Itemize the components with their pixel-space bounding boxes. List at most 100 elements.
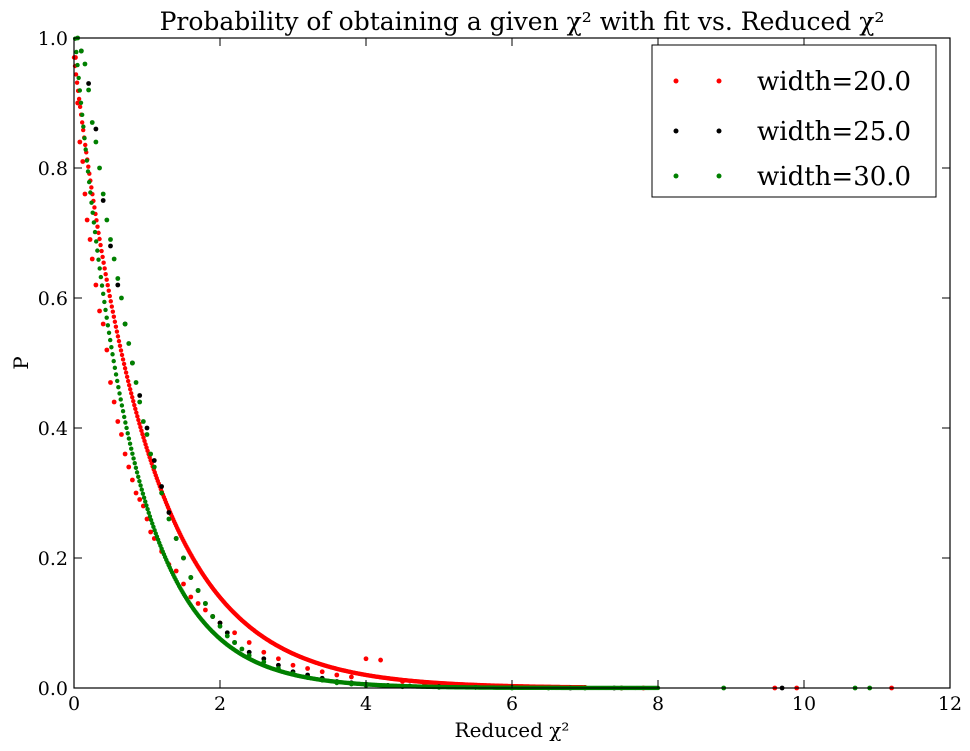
trend-point [139, 487, 144, 492]
trend-point [110, 352, 115, 357]
legend-marker [673, 78, 679, 84]
trend-point [144, 503, 149, 508]
data-point [137, 497, 143, 502]
data-point [111, 399, 117, 405]
data-point [75, 100, 81, 106]
data-point [130, 360, 135, 366]
trend-point [97, 236, 102, 242]
y-tick-label: 0.4 [38, 418, 68, 440]
trend-point [136, 474, 141, 480]
trend-point [124, 425, 129, 431]
data-point [319, 669, 325, 675]
data-point [261, 659, 267, 665]
trend-point [132, 402, 137, 408]
data-point [100, 321, 106, 327]
y-tick-label: 0.2 [38, 548, 68, 570]
trend-point [109, 304, 115, 309]
data-point [246, 653, 252, 658]
data-point [181, 555, 186, 561]
trend-point [136, 417, 141, 423]
data-point [82, 61, 88, 67]
data-point [319, 677, 325, 683]
trend-point [125, 431, 130, 436]
data-point [78, 48, 84, 54]
axis-ticks: 0 2 4 6 8 10 12 0.0 0.2 0.4 0.6 0.8 1.0 [38, 28, 962, 715]
trend-point [86, 179, 92, 185]
data-point [261, 649, 267, 655]
chart-title: Probability of obtaining a given χ² with… [160, 7, 885, 36]
trend-point [134, 470, 140, 475]
trend-point [88, 190, 93, 195]
trend-point [76, 96, 82, 102]
data-point [151, 458, 157, 463]
data-point [203, 601, 208, 606]
data-point [334, 672, 340, 678]
data-point [126, 341, 132, 346]
x-tick-label: 10 [792, 693, 816, 715]
trend-point [135, 414, 140, 419]
data-point [290, 671, 296, 677]
trend-point [115, 378, 120, 384]
trend-point [133, 406, 138, 412]
data-point [97, 308, 102, 314]
y-tick-label: 1.0 [38, 28, 68, 50]
data-point [140, 419, 146, 424]
trend-point [130, 451, 135, 456]
trend-point [106, 330, 112, 335]
trend-point [112, 365, 118, 371]
trend-point [85, 169, 91, 174]
trend-point [108, 299, 113, 304]
trend-point [116, 385, 121, 390]
trend-point [73, 72, 79, 77]
data-point [173, 568, 179, 574]
data-point [349, 674, 354, 680]
data-point [246, 640, 252, 645]
trend-point [129, 446, 134, 451]
data-point [133, 490, 139, 496]
data-point [104, 347, 110, 353]
legend-marker [716, 173, 722, 179]
trend-point [97, 266, 102, 271]
data-point [87, 237, 93, 242]
data-point [93, 126, 99, 132]
trend-point [109, 345, 114, 350]
data-point [173, 536, 179, 541]
data-point [137, 399, 143, 405]
data-point [97, 165, 102, 171]
trend-point [100, 254, 105, 260]
x-tick-label: 12 [938, 693, 962, 715]
legend-marker [673, 173, 679, 179]
trend-point [98, 274, 104, 280]
data-point [119, 432, 124, 437]
trend-point [128, 387, 133, 392]
trend-point [120, 409, 126, 414]
trend-point [105, 283, 110, 288]
trend-point [131, 456, 136, 461]
data-point [290, 662, 296, 668]
trend-point [74, 49, 79, 55]
data-point [137, 393, 143, 398]
data-point [232, 640, 238, 645]
y-tick-label: 0.8 [38, 158, 68, 180]
trend-point [120, 357, 126, 362]
trend-point [102, 266, 107, 271]
data-point [93, 139, 99, 145]
trend-point [81, 127, 86, 133]
legend-marker [673, 128, 679, 134]
data-point [86, 81, 91, 86]
data-point [80, 159, 86, 164]
trend-point [129, 391, 134, 396]
trend-point [108, 337, 113, 343]
trend-point [113, 372, 119, 377]
data-point [217, 623, 223, 629]
data-point [86, 87, 91, 93]
trend-point [142, 438, 147, 444]
trend-point [138, 483, 143, 488]
data-point [239, 646, 245, 652]
x-tick-label: 2 [214, 693, 226, 715]
trend-point [133, 465, 139, 471]
data-point [84, 217, 90, 223]
trend-point [102, 299, 107, 305]
trend-point [116, 338, 122, 344]
data-point [232, 630, 238, 636]
